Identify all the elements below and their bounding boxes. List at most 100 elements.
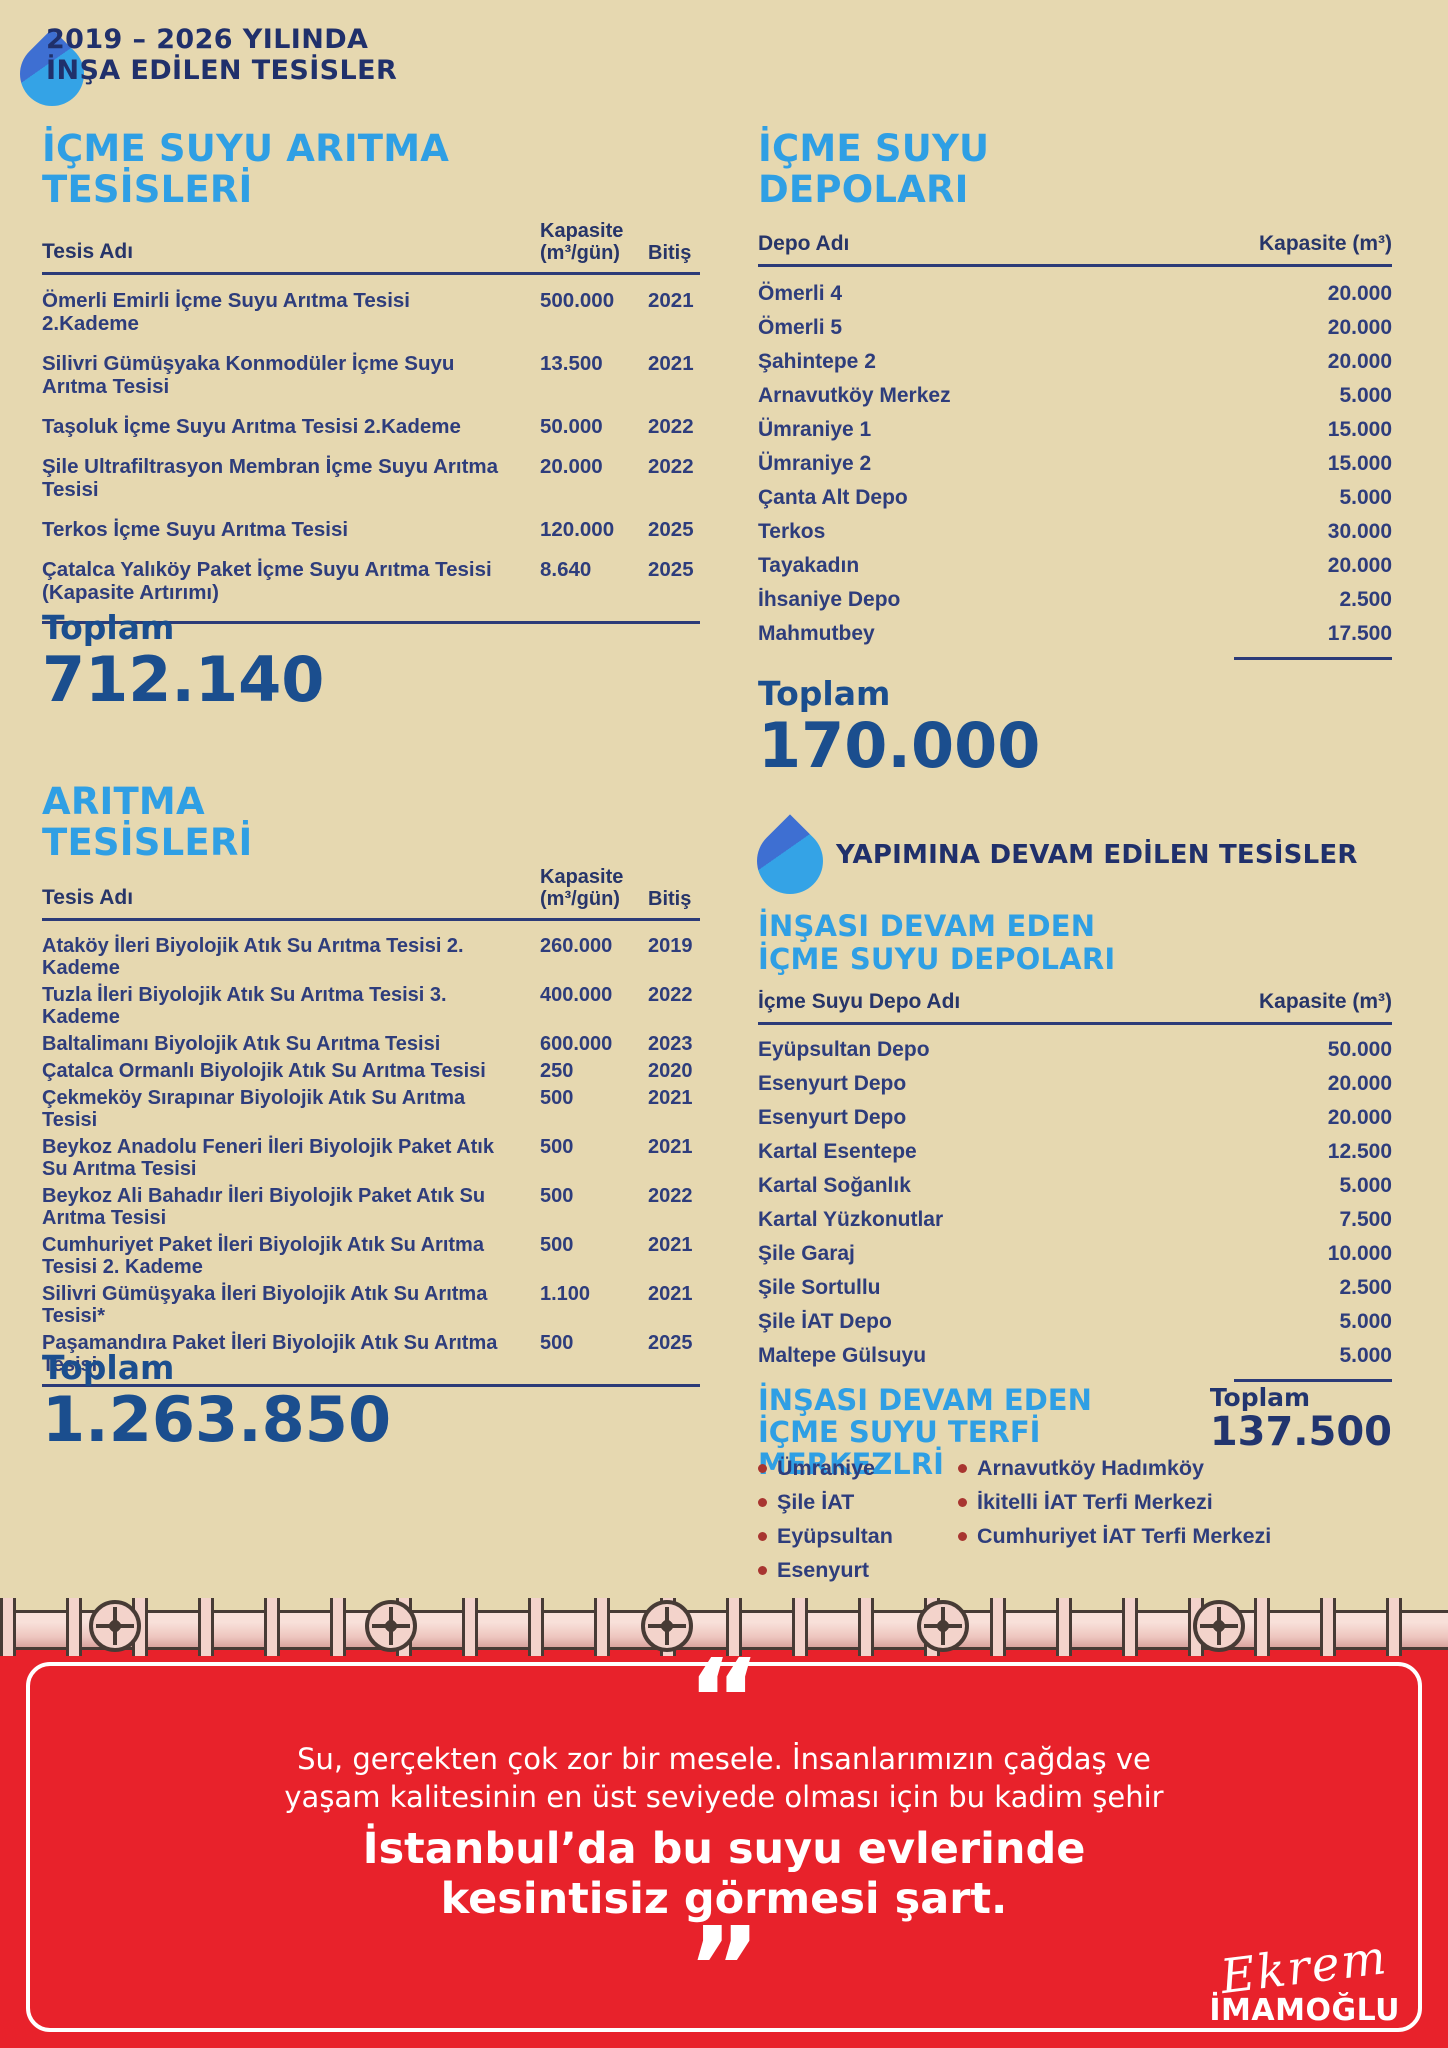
section-title-line1: ARITMA — [42, 780, 205, 823]
table-header: Tesis Adı Kapasite (m³/gün) Bitiş — [42, 220, 700, 264]
cell-name: Terkos İçme Suyu Arıtma Tesisi — [42, 518, 349, 541]
table-rule — [42, 272, 700, 275]
close-quote-icon: ” — [687, 1904, 761, 2034]
list-item: İkitelli İAT Terfi Merkezi — [958, 1490, 1418, 1514]
table-header: Depo Adı Kapasite (m³) — [758, 232, 1392, 256]
cell-capacity: 400.000 — [540, 984, 613, 1006]
cell-capacity: 2.500 — [1339, 588, 1392, 611]
table-rows: Ömerli Emirli İçme Suyu Arıtma Tesisi 2.… — [42, 289, 700, 604]
page-title: 2019 – 2026 YILINDA İNŞA EDİLEN TESİSLER — [46, 24, 397, 86]
total-label: Toplam — [42, 1348, 175, 1387]
total-icme-suyu-aritma: Toplam 712.140 — [42, 610, 324, 712]
table-row: Şile İAT Depo 5.000 — [758, 1311, 1392, 1333]
valve-wheel-icon — [89, 1600, 141, 1652]
total-value: 170.000 — [758, 709, 1041, 782]
cell-end-year: 2021 — [648, 1234, 693, 1256]
section-terfi-merkezleri: İNŞASI DEVAM EDEN İÇME SUYU TERFİ MERKEZ… — [758, 1384, 1392, 1480]
bullet-label: Arnavutköy Hadımköy — [977, 1456, 1205, 1480]
table-row: Tuzla İleri Biyolojik Atık Su Arıtma Tes… — [42, 984, 700, 1028]
cell-end-year: 2023 — [648, 1033, 693, 1055]
quote-bold-line1: İstanbul’da bu suyu evlerinde — [362, 1824, 1086, 1874]
table-row: Esenyurt Depo 20.000 — [758, 1107, 1392, 1129]
section-title-line2: İÇME SUYU TERFİ MERKEZLRİ — [758, 1415, 1041, 1481]
table-row: Beykoz Ali Bahadır İleri Biyolojik Paket… — [42, 1185, 700, 1229]
section-title-terfi: İNŞASI DEVAM EDEN İÇME SUYU TERFİ MERKEZ… — [758, 1384, 1210, 1480]
table-rule — [758, 264, 1392, 267]
cell-capacity: 120.000 — [540, 518, 615, 541]
bullet-icon — [758, 1532, 767, 1541]
cell-name: Kartal Yüzkonutlar — [758, 1208, 944, 1231]
cell-name: Beykoz Ali Bahadır İleri Biyolojik Paket… — [42, 1185, 486, 1229]
column-header-tesis-adi: Tesis Adı — [42, 240, 134, 263]
cell-capacity: 12.500 — [1327, 1140, 1392, 1163]
total-label: Toplam — [758, 674, 891, 713]
cell-end-year: 2021 — [648, 1283, 693, 1305]
cell-end-year: 2022 — [648, 984, 693, 1006]
cell-name: Esenyurt Depo — [758, 1072, 907, 1095]
cell-capacity: 500.000 — [540, 289, 615, 312]
section-title-aritma: ARITMA TESİSLERİ — [42, 781, 253, 863]
cell-capacity: 17.500 — [1327, 622, 1392, 645]
cell-end-year: 2025 — [648, 518, 694, 541]
cell-capacity: 7.500 — [1339, 1208, 1392, 1231]
cell-capacity: 5.000 — [1339, 384, 1392, 407]
cell-name: Şahintepe 2 — [758, 350, 876, 373]
list-item: Esenyurt — [758, 1558, 958, 1582]
section-title-line2: TESİSLERİ — [42, 168, 253, 211]
cell-name: Tayakadın — [758, 554, 860, 577]
bullet-icon — [758, 1498, 767, 1507]
valve-wheel-icon — [1193, 1600, 1245, 1652]
table-row: Şile Sortullu 2.500 — [758, 1277, 1392, 1299]
table-row: Çanta Alt Depo 5.000 — [758, 487, 1392, 509]
bullet-label: Esenyurt — [777, 1558, 870, 1582]
cell-capacity: 15.000 — [1327, 452, 1392, 475]
total-value: 1.263.850 — [42, 1383, 392, 1456]
table-row: Ümraniye 1 15.000 — [758, 419, 1392, 441]
section-title-line1: İNŞASI DEVAM EDEN — [758, 1383, 1092, 1417]
list-item: Eyüpsultan — [758, 1524, 958, 1548]
cell-name: İhsaniye Depo — [758, 588, 901, 611]
section-title-icme-suyu-aritma: İÇME SUYU ARITMA TESİSLERİ — [42, 128, 449, 210]
valve-wheel-icon — [641, 1600, 693, 1652]
table-row: Esenyurt Depo 20.000 — [758, 1073, 1392, 1095]
cell-capacity: 10.000 — [1327, 1242, 1392, 1265]
section-title-icme-suyu-depolari: İÇME SUYU DEPOLARI — [758, 128, 989, 210]
cell-capacity: 600.000 — [540, 1033, 613, 1055]
cell-capacity: 5.000 — [1339, 1310, 1392, 1333]
cell-capacity: 50.000 — [540, 415, 603, 438]
total-value: 712.140 — [42, 643, 325, 716]
table-row: İhsaniye Depo 2.500 — [758, 589, 1392, 611]
table-row: Cumhuriyet Paket İleri Biyolojik Atık Su… — [42, 1234, 700, 1278]
cell-name: Mahmutbey — [758, 622, 875, 645]
list-item: Arnavutköy Hadımköy — [958, 1456, 1418, 1480]
cell-end-year: 2019 — [648, 935, 693, 957]
table-row: Şile Ultrafiltrasyon Membran İçme Suyu A… — [42, 455, 700, 501]
quote-line2: yaşam kalitesinin en üst seviyede olması… — [284, 1780, 1164, 1814]
table-rule — [42, 918, 700, 921]
cell-name: Şile Sortullu — [758, 1276, 881, 1299]
column-header-bitis: Bitiş — [648, 242, 692, 264]
cell-name: Çekmeköy Sırapınar Biyolojik Atık Su Arı… — [42, 1087, 466, 1131]
table-header: Tesis Adı Kapasite (m³/gün) Bitiş — [42, 866, 700, 910]
cell-end-year: 2022 — [648, 1185, 693, 1207]
column-header-depo-adi: İçme Suyu Depo Adı — [758, 990, 961, 1013]
terfi-bullet-lists: Ümraniye Şile İAT Eyüpsultan Esenyurt Arnav… — [758, 1456, 1418, 1592]
table-row: Ataköy İleri Biyolojik Atık Su Arıtma Te… — [42, 935, 700, 979]
column-header-kapasite: Kapasite (m³/gün) — [540, 866, 648, 910]
cell-capacity: 2.500 — [1339, 1276, 1392, 1299]
section-title-line1: İÇME SUYU — [758, 127, 990, 170]
cell-name: Paşamandıra Paket İleri Biyolojik Atık S… — [42, 1332, 498, 1376]
quote-frame — [26, 1662, 1422, 2032]
table-rows: Ömerli 4 20.000 Ömerli 5 20.000 Şahintepe 2 2… — [758, 283, 1392, 645]
bullet-column-2: Arnavutköy Hadımköy İkitelli İAT Terfi Me… — [958, 1456, 1418, 1592]
column-header-depo-adi: Depo Adı — [758, 232, 850, 255]
cell-capacity: 500 — [540, 1332, 574, 1354]
list-item: Cumhuriyet İAT Terfi Merkezi — [958, 1524, 1418, 1548]
cell-end-year: 2020 — [648, 1060, 693, 1082]
cell-capacity: 8.640 — [540, 558, 592, 581]
cell-name: Ömerli 5 — [758, 316, 843, 339]
cell-name: Eyüpsultan Depo — [758, 1038, 930, 1061]
total-terfi: Toplam 137.500 — [1210, 1384, 1392, 1480]
total-depolar: Toplam 170.000 — [758, 676, 1040, 778]
